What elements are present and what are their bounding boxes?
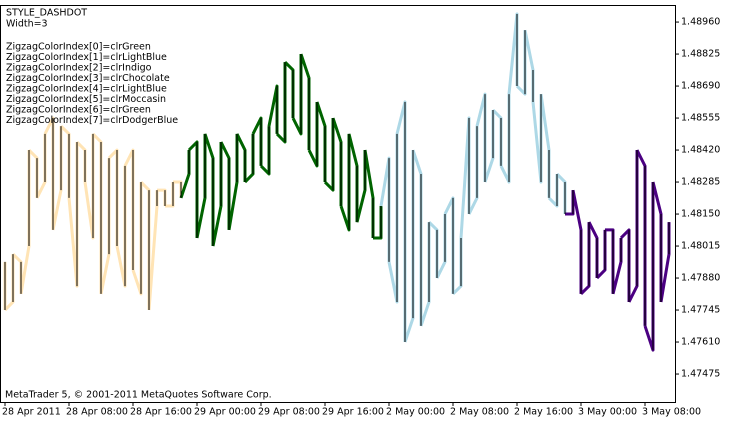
x-tick-label: 29 Apr 08:00 bbox=[258, 407, 320, 418]
x-tick-label: 29 Apr 00:00 bbox=[194, 407, 256, 418]
y-tick-label: 1.47745 bbox=[681, 305, 720, 316]
x-tick-label: 28 Apr 08:00 bbox=[66, 407, 128, 418]
y-tick-label: 1.47610 bbox=[681, 337, 720, 348]
plot-frame bbox=[0, 5, 676, 403]
palette-entry: ZigzagColorIndex[7]=clrDodgerBlue bbox=[6, 115, 178, 126]
y-tick-label: 1.48960 bbox=[681, 17, 720, 28]
y-tick-label: 1.48690 bbox=[681, 81, 720, 92]
x-tick-label: 2 May 08:00 bbox=[450, 407, 509, 418]
y-tick-label: 1.47880 bbox=[681, 273, 720, 284]
annotation: STYLE_DASHDOT bbox=[6, 8, 87, 19]
palette-entry: ZigzagColorIndex[0]=clrGreen bbox=[6, 42, 151, 53]
y-tick-label: 1.48150 bbox=[681, 209, 720, 220]
annotation: Width=3 bbox=[6, 19, 48, 30]
y-tick-label: 1.48825 bbox=[681, 49, 720, 60]
y-tick-label: 1.48285 bbox=[681, 177, 720, 188]
x-tick-label: 2 May 00:00 bbox=[386, 407, 445, 418]
palette-entry: ZigzagColorIndex[4]=clrLightBlue bbox=[6, 84, 167, 95]
x-tick-label: 28 Apr 2011 bbox=[2, 407, 61, 418]
x-tick-label: 3 May 08:00 bbox=[642, 407, 701, 418]
y-tick-label: 1.48420 bbox=[681, 145, 720, 156]
x-tick-label: 28 Apr 16:00 bbox=[130, 407, 192, 418]
palette-entry: ZigzagColorIndex[5]=clrMoccasin bbox=[6, 94, 166, 105]
x-tick-label: 29 Apr 16:00 bbox=[322, 407, 384, 418]
x-tick-label: 2 May 16:00 bbox=[514, 407, 573, 418]
y-tick-label: 1.48555 bbox=[681, 113, 720, 124]
x-tick-label: 3 May 00:00 bbox=[578, 407, 637, 418]
palette-entry: ZigzagColorIndex[3]=clrChocolate bbox=[6, 73, 170, 84]
palette-entry: ZigzagColorIndex[1]=clrLightBlue bbox=[6, 52, 167, 63]
y-tick-label: 1.47475 bbox=[681, 369, 720, 380]
palette-entry: ZigzagColorIndex[2]=clrIndigo bbox=[6, 63, 152, 74]
footer: MetaTrader 5, © 2001-2011 MetaQuotes Sof… bbox=[5, 390, 272, 401]
y-tick-label: 1.48015 bbox=[681, 241, 720, 252]
palette-entry: ZigzagColorIndex[6]=clrGreen bbox=[6, 105, 151, 116]
